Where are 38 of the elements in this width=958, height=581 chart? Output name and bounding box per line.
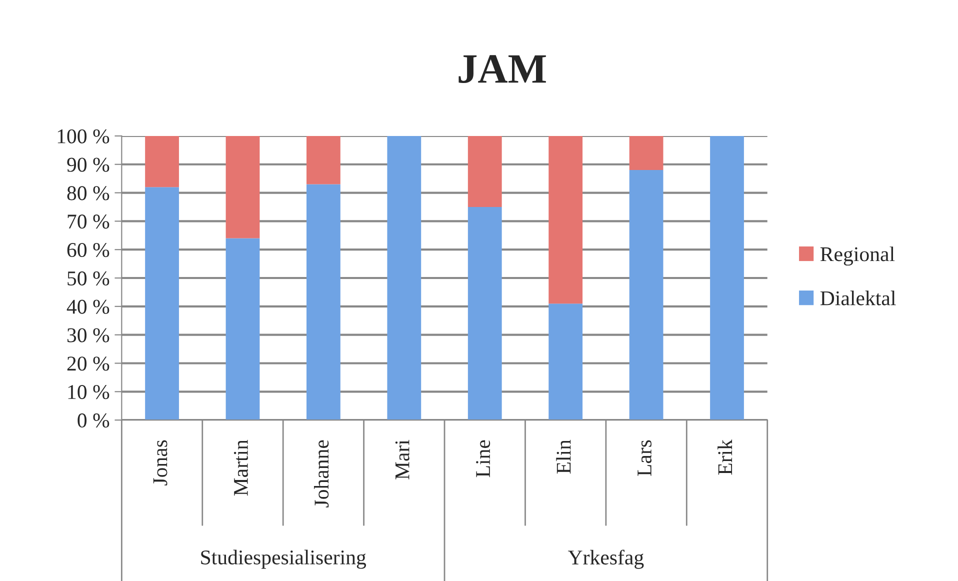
bar: [226, 238, 260, 420]
y-tick-label: 100 %: [58, 129, 110, 144]
chart-title: JAM: [458, 55, 546, 84]
text: Studiespesialisering: [201, 550, 366, 569]
bar: [468, 206, 502, 420]
x-tick-label: Jonas: [153, 440, 168, 486]
bar: [387, 136, 422, 420]
y-tick-label: 0 %: [78, 413, 110, 428]
x-tick-label: Johanne: [314, 440, 329, 508]
bar: [306, 136, 340, 184]
x-tick-label: Elin: [556, 440, 571, 474]
bar: [306, 184, 340, 420]
y-tick-label: 20 %: [67, 356, 110, 371]
x-tick-label: Mari: [395, 440, 410, 480]
bar: [548, 136, 583, 304]
y-tick-label: 10 %: [68, 385, 110, 400]
y-tick-label: 50 %: [68, 271, 110, 286]
x-tick-label: Martin: [234, 440, 248, 496]
bar: [468, 136, 502, 207]
bar: [145, 136, 179, 188]
bar: [629, 136, 664, 170]
bar: [548, 304, 583, 420]
y-tick-label: 70 %: [68, 214, 110, 229]
x-tick-label: Lars: [638, 440, 652, 476]
x-tick-label: Line: [476, 440, 490, 478]
y-tick-label: 30 %: [67, 328, 110, 342]
bar: [145, 187, 179, 420]
y-tick-label: 40 %: [66, 300, 110, 314]
y-tick-label: 60 %: [67, 242, 110, 258]
y-tick-label: 80 %: [67, 186, 110, 200]
bar: [710, 136, 744, 420]
text: Yrkesfag: [568, 550, 644, 569]
x-tick-label: Erik: [718, 440, 732, 475]
y-tick-label: 90 %: [67, 158, 110, 172]
bar: [629, 170, 664, 420]
legend-label: Regional: [820, 246, 895, 266]
legend-label: Dialektal: [820, 290, 896, 306]
bar: [226, 136, 260, 238]
